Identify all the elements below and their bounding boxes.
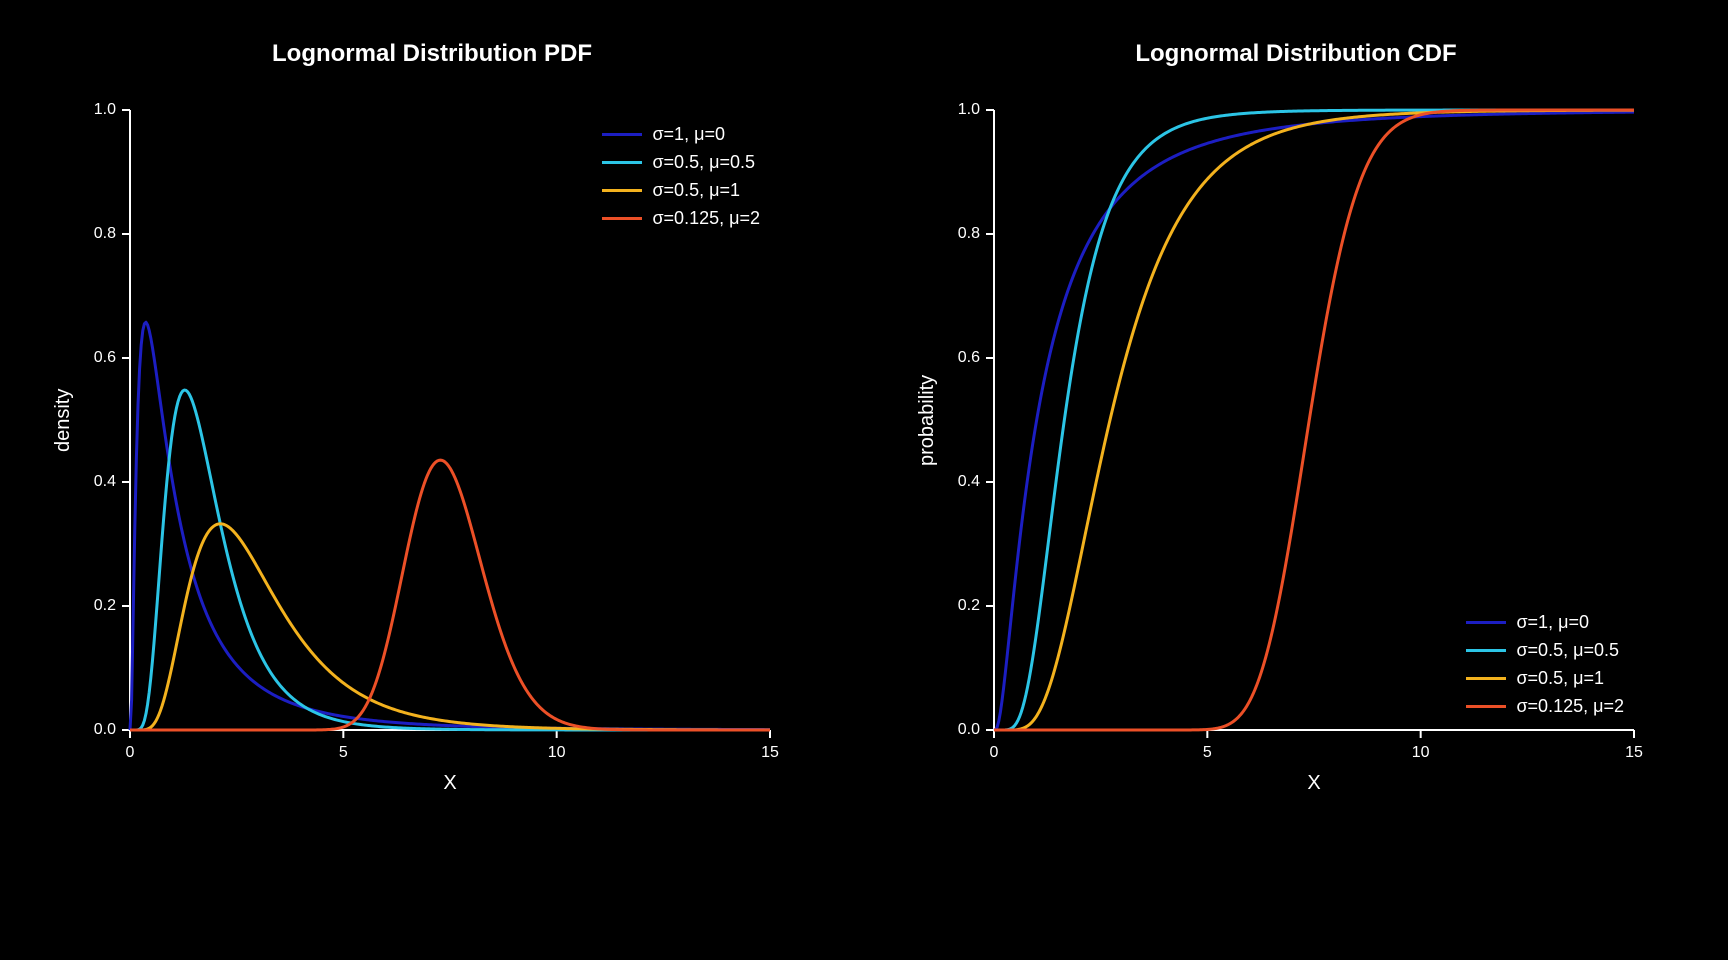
pdf-svg: [0, 0, 810, 770]
legend-swatch: [602, 161, 642, 164]
cdf-panel: Lognormal Distribution CDF 0510150.00.20…: [864, 0, 1728, 960]
cdf-ytick-label: 1.0: [958, 101, 980, 119]
pdf-legend: σ=1, μ=0 σ=0.5, μ=0.5 σ=0.5, μ=1 σ=0.125, μ…: [602, 120, 760, 232]
legend-label: σ=1, μ=0: [652, 124, 725, 145]
cdf-ytick-label: 0.8: [958, 225, 980, 243]
legend-swatch: [602, 217, 642, 220]
cdf-ytick-label: 0.6: [958, 349, 980, 367]
legend-label: σ=0.125, μ=2: [1516, 696, 1624, 717]
legend-swatch: [602, 133, 642, 136]
pdf-ytick-label: 0.6: [94, 349, 116, 367]
legend-label: σ=0.5, μ=0.5: [652, 152, 755, 173]
cdf-ylabel: probability: [916, 110, 939, 730]
cdf-legend: σ=1, μ=0 σ=0.5, μ=0.5 σ=0.5, μ=1 σ=0.125, μ…: [1466, 608, 1624, 720]
pdf-xtick-label: 15: [761, 744, 779, 762]
cdf-xtick-label: 15: [1625, 744, 1643, 762]
pdf-ylabel: density: [52, 110, 75, 730]
pdf-legend-row: σ=0.5, μ=1: [602, 176, 760, 204]
pdf-legend-row: σ=0.125, μ=2: [602, 204, 760, 232]
legend-label: σ=0.5, μ=1: [652, 180, 740, 201]
pdf-legend-row: σ=0.5, μ=0.5: [602, 148, 760, 176]
legend-swatch: [1466, 649, 1506, 652]
cdf-ytick-label: 0.4: [958, 473, 980, 491]
pdf-ytick-label: 0.0: [94, 721, 116, 739]
legend-label: σ=0.5, μ=1: [1516, 668, 1604, 689]
pdf-series-3: [130, 460, 770, 730]
legend-label: σ=0.5, μ=0.5: [1516, 640, 1619, 661]
legend-swatch: [1466, 677, 1506, 680]
pdf-panel: Lognormal Distribution PDF 0510150.00.20…: [0, 0, 864, 960]
legend-label: σ=1, μ=0: [1516, 612, 1589, 633]
pdf-xtick-label: 0: [126, 744, 135, 762]
legend-swatch: [1466, 621, 1506, 624]
cdf-ytick-label: 0.2: [958, 597, 980, 615]
pdf-legend-row: σ=1, μ=0: [602, 120, 760, 148]
cdf-xtick-label: 10: [1412, 744, 1430, 762]
cdf-ytick-label: 0.0: [958, 721, 980, 739]
cdf-legend-row: σ=1, μ=0: [1466, 608, 1624, 636]
pdf-ytick-label: 0.2: [94, 597, 116, 615]
chart-container: Lognormal Distribution PDF 0510150.00.20…: [0, 0, 1728, 960]
pdf-xlabel: X: [130, 772, 770, 795]
pdf-ytick-label: 0.8: [94, 225, 116, 243]
pdf-xtick-label: 10: [548, 744, 566, 762]
legend-swatch: [1466, 705, 1506, 708]
pdf-xtick-label: 5: [339, 744, 348, 762]
cdf-xtick-label: 5: [1203, 744, 1212, 762]
cdf-xtick-label: 0: [990, 744, 999, 762]
cdf-legend-row: σ=0.5, μ=0.5: [1466, 636, 1624, 664]
legend-swatch: [602, 189, 642, 192]
pdf-series-1: [130, 390, 770, 730]
legend-label: σ=0.125, μ=2: [652, 208, 760, 229]
pdf-ytick-label: 1.0: [94, 101, 116, 119]
pdf-ytick-label: 0.4: [94, 473, 116, 491]
cdf-legend-row: σ=0.5, μ=1: [1466, 664, 1624, 692]
cdf-legend-row: σ=0.125, μ=2: [1466, 692, 1624, 720]
cdf-xlabel: X: [994, 772, 1634, 795]
